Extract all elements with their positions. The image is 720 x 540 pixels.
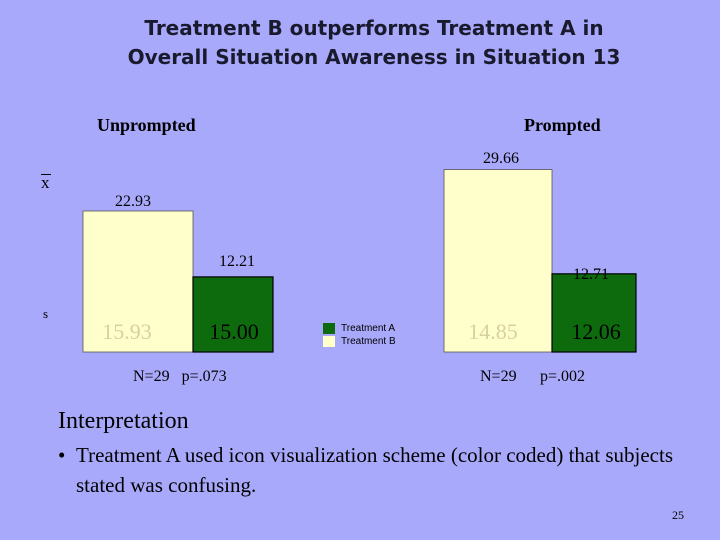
mean-symbol: x (41, 173, 51, 193)
mean-label-unprompted-treatment-b: 22.93 (115, 193, 151, 210)
title-line-2: Overall Situation Awareness in Situation… (127, 45, 621, 69)
bar-prompted-treatment-a (551, 273, 637, 353)
sd-label-unprompted-treatment-b: 15.93 (102, 319, 152, 344)
legend-label-treatment-b: Treatment B (341, 336, 396, 347)
legend-label-treatment-a: Treatment A (341, 323, 396, 334)
slide-title: Treatment B outperforms Treatment A in O… (0, 14, 720, 72)
bullet-text: Treatment A used icon visualization sche… (76, 443, 673, 497)
title-line-1: Treatment B outperforms Treatment A in (144, 16, 604, 40)
footnote-prompted-p: p=.002 (540, 368, 586, 385)
footnote-prompted-n: N=29 (480, 368, 517, 385)
interpretation-heading: Interpretation (58, 408, 189, 434)
legend-item-treatment-b: Treatment B (323, 335, 396, 348)
bar-unprompted-treatment-a (192, 276, 274, 353)
mean-label-prompted-treatment-a: 12.71 (573, 266, 609, 283)
mean-overbar (41, 174, 51, 175)
sd-symbol: s (43, 306, 49, 321)
mean-label-prompted-treatment-b: 29.66 (483, 150, 519, 167)
sd-label-prompted-treatment-b: 14.85 (468, 319, 518, 344)
page-number: 25 (672, 508, 684, 522)
interpretation-bullet: • Treatment A used icon visualization sc… (58, 440, 678, 500)
legend: Treatment A Treatment B (323, 322, 396, 348)
mean-symbol-label: x (41, 173, 50, 192)
legend-swatch-treatment-a (323, 323, 335, 334)
sd-label-prompted-treatment-a: 12.06 (571, 319, 621, 344)
legend-swatch-treatment-b (323, 336, 335, 347)
mean-label-unprompted-treatment-a: 12.21 (219, 253, 255, 270)
panel-label-unprompted: Unprompted (97, 115, 196, 135)
bar-prompted-treatment-b (443, 169, 553, 353)
sd-label-unprompted-treatment-a: 15.00 (209, 319, 259, 344)
legend-item-treatment-a: Treatment A (323, 322, 396, 335)
panel-label-prompted: Prompted (524, 115, 601, 135)
bullet-marker: • (58, 443, 66, 467)
footnote-unprompted: N=29 p=.073 (133, 368, 227, 385)
